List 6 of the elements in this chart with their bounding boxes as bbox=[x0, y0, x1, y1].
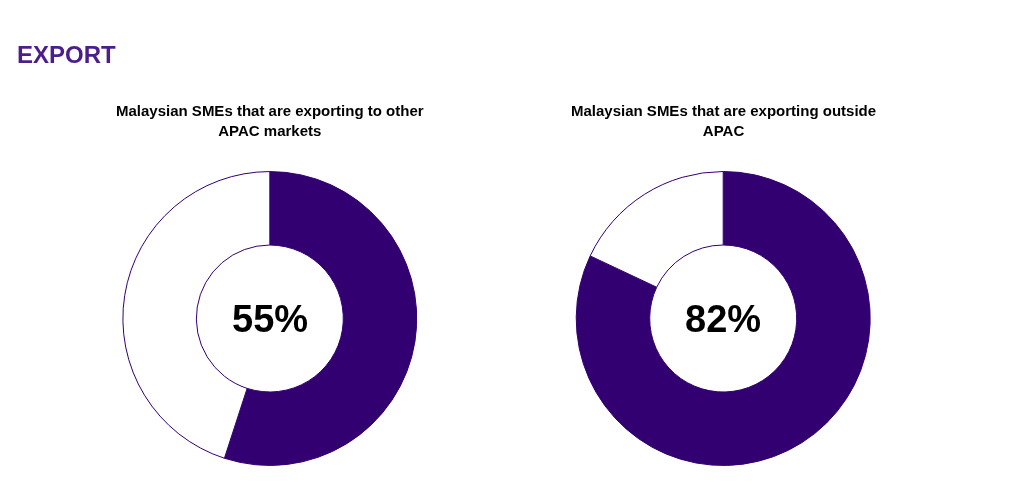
chart-title: Malaysian SMEs that are exporting to other APAC markets bbox=[116, 102, 424, 139]
donut-slice bbox=[575, 171, 871, 466]
text: EXPORT bbox=[17, 41, 117, 68]
chart-title: Malaysian SMEs that are exporting outside APAC bbox=[571, 102, 877, 139]
data-label: 82% bbox=[685, 298, 762, 340]
data-label: 55% bbox=[232, 298, 309, 340]
